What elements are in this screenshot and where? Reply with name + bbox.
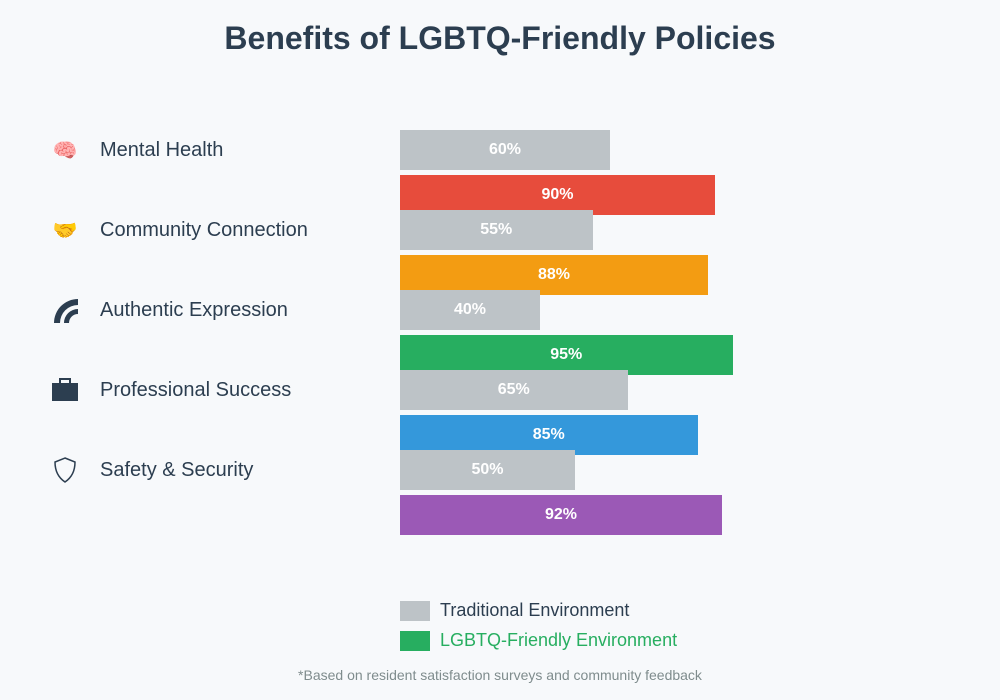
bar-lgbtq-friendly: 92% [400,495,722,535]
category-label: Professional Success [50,370,291,410]
legend-item-lgbtq-friendly: LGBTQ-Friendly Environment [400,630,677,651]
category-text: Community Connection [100,218,308,241]
bar-lgbtq-friendly: 88% [400,255,708,295]
brain-icon: 🧠 [52,139,78,162]
footnote: *Based on resident satisfaction surveys … [298,667,702,683]
bar-value-label: 60% [488,141,522,158]
bar-traditional: 65% [400,370,628,410]
briefcase-icon [50,378,80,402]
bar-traditional: 40% [400,290,540,330]
bar-value-label: 95% [550,346,583,363]
bar-lgbtq-friendly: 95% [400,335,733,375]
category-text: Mental Health [100,138,224,161]
bar-value-label: 50% [471,461,504,478]
bar-value-label: 88% [537,266,571,283]
category-label: Authentic Expression [50,290,288,330]
legend-label: Traditional Environment [440,600,630,620]
bar-value-label: 55% [480,221,513,238]
category-label: 🧠 Mental Health [50,130,224,170]
chart-title: Benefits of LGBTQ-Friendly Policies [224,20,776,56]
bar-traditional: 55% [400,210,593,250]
handshake-icon: 🤝 [52,219,78,242]
legend-item-traditional: Traditional Environment [400,600,629,621]
rainbow-icon [50,297,80,323]
category-label: Safety & Security [50,450,253,490]
bar-value-label: 90% [541,186,574,203]
legend-swatch [400,630,430,651]
bar-value-label: 65% [497,381,530,398]
bar-traditional: 50% [400,450,575,490]
bar-value-label: 85% [532,426,565,443]
bar-lgbtq-friendly: 85% [400,415,698,455]
legend-label: LGBTQ-Friendly Environment [440,630,678,650]
bar-value-label: 40% [453,301,487,318]
category-text: Professional Success [100,378,292,401]
shield-icon [50,457,80,483]
bar-traditional: 60% [400,130,610,170]
category-text: Authentic Expression [100,298,288,321]
bar-value-label: 92% [544,506,578,523]
category-label: 🤝 Community Connection [50,210,308,250]
category-text: Safety & Security [100,458,254,481]
legend-swatch [400,600,430,621]
bar-lgbtq-friendly: 90% [400,175,715,215]
